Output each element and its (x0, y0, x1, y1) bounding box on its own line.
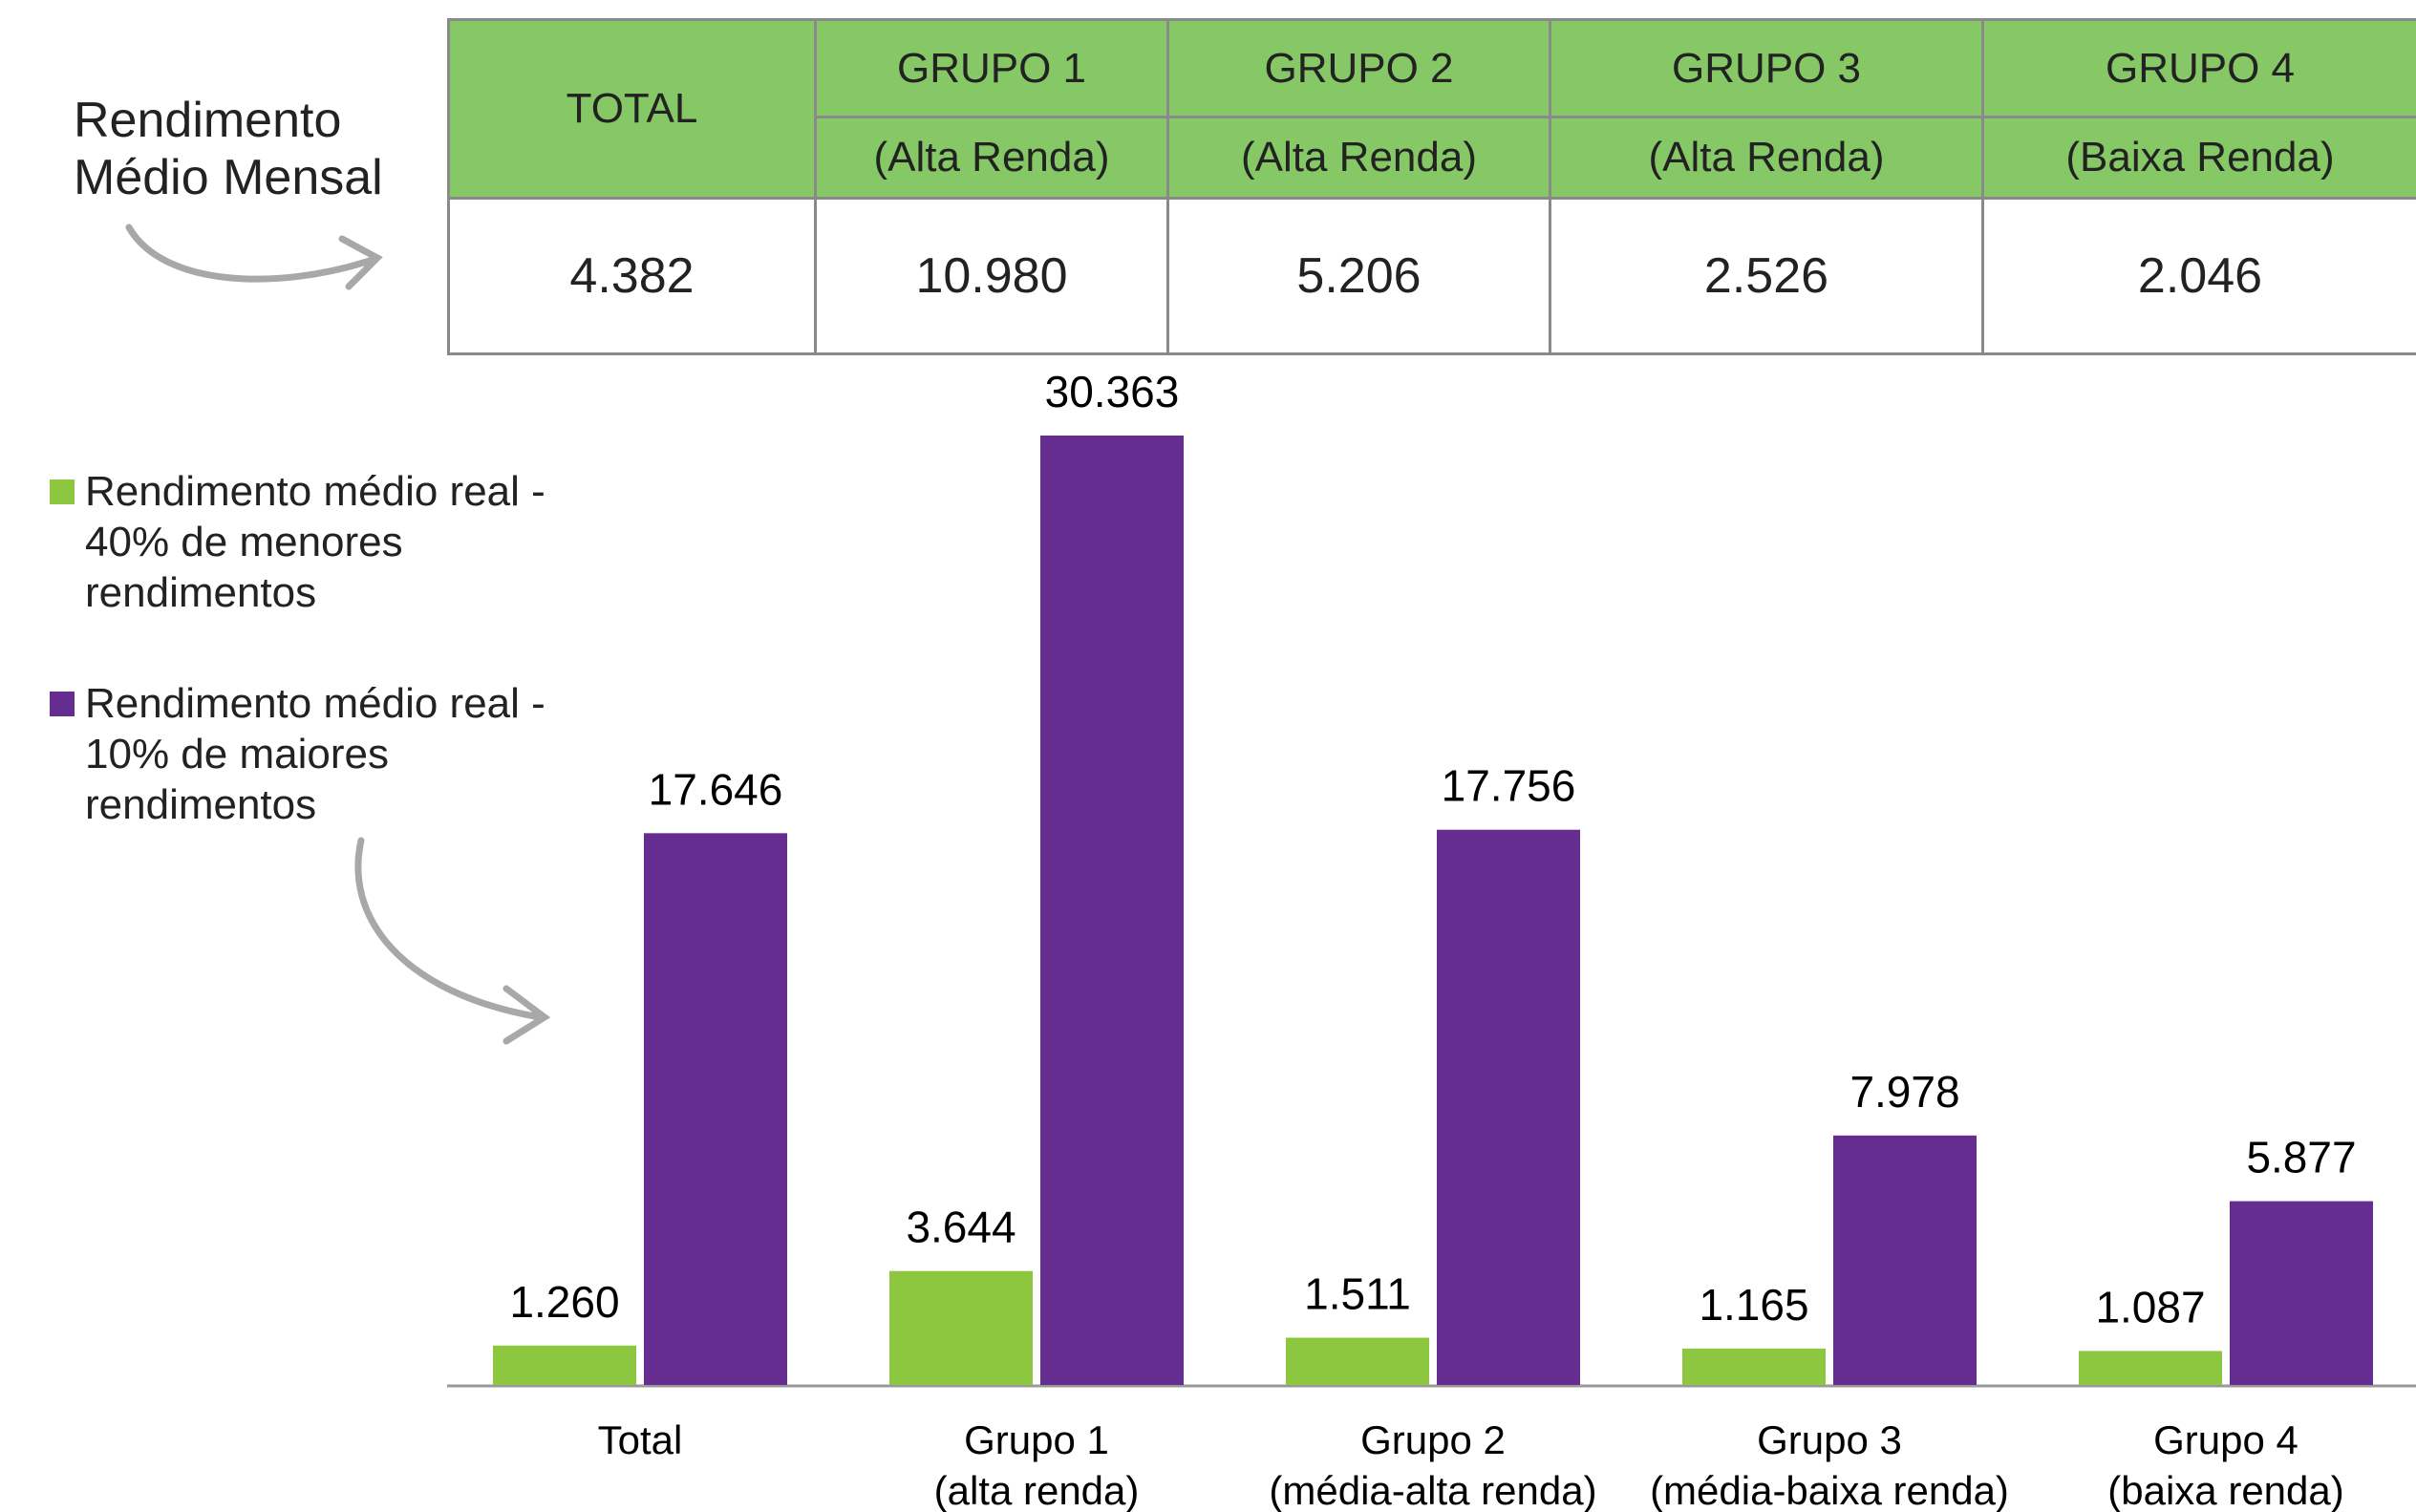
x-tick-label: Total (598, 1417, 683, 1462)
x-tick-label: (média-alta renda) (1269, 1468, 1596, 1512)
value-cell: 5.206 (1166, 198, 1551, 355)
subheader-cell: (Alta Renda) (1166, 116, 1551, 200)
subheader-cell: (Alta Renda) (814, 116, 1169, 200)
value-label: 1.511 (1304, 1269, 1411, 1319)
value-label: 1.260 (509, 1277, 619, 1327)
legend-label: Rendimento médio real - 40% de menores r… (85, 468, 545, 616)
bar (493, 1345, 636, 1385)
x-tick-label: (alta renda) (934, 1468, 1140, 1512)
x-tick-label: Grupo 2 (1360, 1417, 1506, 1462)
bar (2230, 1201, 2373, 1385)
arrow (125, 224, 383, 290)
value-label: 30.363 (1045, 367, 1180, 416)
bar (1833, 1135, 1977, 1385)
bar (1682, 1348, 1826, 1385)
value-label: 5.877 (2246, 1133, 2356, 1182)
bar (644, 833, 787, 1385)
bar (889, 1270, 1033, 1385)
row-label: Rendimento Médio Mensal (74, 92, 383, 206)
subheader-cell: (Alta Renda) (1549, 116, 1984, 200)
x-tick-label: Grupo 1 (964, 1417, 1109, 1462)
label-line: Médio Mensal (74, 150, 383, 205)
value-cell: 2.046 (1981, 198, 2416, 355)
bar (1437, 829, 1580, 1385)
legend-swatch (50, 692, 75, 716)
value-label: 7.978 (1849, 1067, 1959, 1117)
header-cell: GRUPO 4 (1981, 18, 2416, 118)
subheader-cell: (Baixa Renda) (1981, 116, 2416, 200)
x-tick-label: (baixa renda) (2107, 1468, 2343, 1512)
bar (2079, 1351, 2222, 1385)
header-cell: GRUPO 1 (814, 18, 1169, 118)
label-line: Rendimento (74, 93, 342, 148)
header-cell: GRUPO 3 (1549, 18, 1984, 118)
value-cell: 10.980 (814, 198, 1169, 355)
value-label: 17.646 (649, 764, 783, 814)
bar (1040, 436, 1184, 1385)
summary-table: TOTAL GRUPO 1 GRUPO 2 GRUPO 3 GRUPO 4 (A… (447, 18, 2416, 355)
x-tick-label: (média-baixa renda) (1650, 1468, 2009, 1512)
x-tick-label: Grupo 4 (2153, 1417, 2298, 1462)
value-cell: 2.526 (1549, 198, 1984, 355)
value-cell: 4.382 (447, 198, 817, 355)
value-label: 1.087 (2095, 1282, 2205, 1331)
header-cell: TOTAL (447, 18, 817, 200)
bar (1286, 1337, 1429, 1385)
value-label: 1.165 (1699, 1280, 1808, 1330)
legend-label: Rendimento médio real - 10% de maiores r… (85, 680, 545, 828)
value-label: 3.644 (906, 1203, 1016, 1252)
legend-swatch (50, 479, 75, 504)
arrow (354, 837, 551, 1045)
value-label: 17.756 (1442, 761, 1576, 811)
header-cell: GRUPO 2 (1166, 18, 1551, 118)
x-tick-label: Grupo 3 (1757, 1417, 1902, 1462)
